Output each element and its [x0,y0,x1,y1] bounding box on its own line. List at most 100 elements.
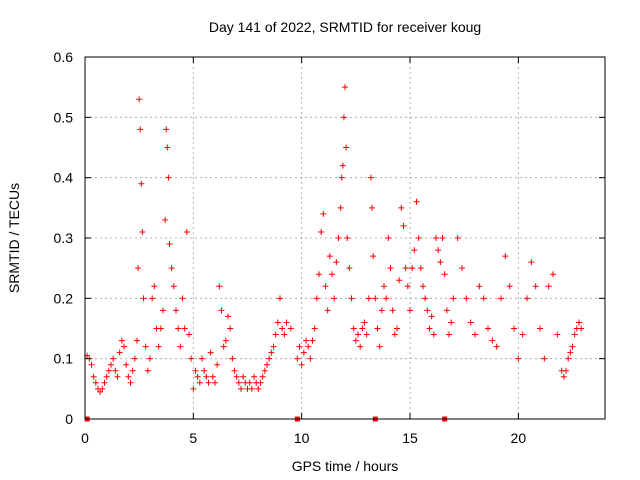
data-point [214,361,221,368]
data-point [229,355,236,362]
data-point [170,283,177,290]
data-point [342,84,348,91]
data-point [424,307,431,314]
data-point [448,319,455,326]
x-axis-label: GPS time / hours [292,458,399,474]
data-point [426,325,433,332]
data-point [192,367,199,374]
data-point [368,174,374,181]
data-point [335,235,342,241]
data-point [188,355,195,362]
data-point [125,373,132,380]
data-point [313,295,320,302]
data-point [173,307,179,314]
data-point [235,379,242,386]
data-point [305,343,312,350]
data-point [212,379,218,386]
x-tick-labels: 0 5 10 15 20 [81,430,526,446]
data-point [387,265,394,272]
data-point [99,385,106,392]
data-point [567,349,574,356]
data-point [183,228,190,235]
data-point [190,385,197,392]
data-point [147,355,153,362]
data-point [320,210,327,217]
data-point [550,271,556,278]
data-point [454,235,461,241]
data-point [417,265,424,272]
data-point [337,204,344,211]
data-point [222,337,229,344]
data-point [545,283,552,290]
data-point [303,337,309,344]
y-tick-label: 0.4 [54,170,74,186]
data-point [316,271,322,278]
data-point [480,295,487,302]
data-point [259,373,266,380]
data-point [578,325,585,332]
data-point [441,271,448,278]
data-point [163,126,170,133]
chart-title: Day 141 of 2022, SRMTID for receiver kou… [209,19,481,35]
data-point [97,388,104,395]
data-point [422,295,429,302]
data-point [515,355,522,362]
data-point [162,216,169,223]
data-point [203,373,210,380]
x-tick-label: 10 [294,430,310,446]
data-point [157,325,164,332]
data-point [385,235,392,241]
data-point [472,331,478,338]
data-point [261,367,268,374]
data-point [287,325,294,332]
data-point [344,235,351,241]
data-point [485,325,491,332]
data-point [502,253,509,260]
data-point [528,259,535,266]
data-point [489,337,496,344]
data-point [370,253,377,260]
data-point [246,379,253,386]
data-point [506,283,513,290]
data-point [407,307,413,314]
data-point [207,349,214,356]
data-point [121,343,127,350]
data-point [433,235,439,241]
data-point [114,373,121,380]
data-point [346,265,353,272]
data-point [103,373,110,380]
grid-lines [85,57,605,419]
data-point [248,385,255,392]
data-point [164,144,171,151]
data-point [294,355,301,362]
data-point [112,367,119,374]
data-point [565,355,572,362]
data-point [270,343,277,350]
data-point [333,259,340,266]
data-point [149,295,156,302]
data-point [394,325,400,332]
data-point [108,361,114,368]
data-point [296,343,303,350]
data-point [255,385,262,392]
data-point [264,361,270,368]
data-point [266,355,273,362]
data-point [179,295,186,302]
data-point [463,295,470,302]
data-point [446,331,452,338]
data-point [134,337,140,344]
data-point [175,325,182,332]
data-point [563,367,569,374]
data-point [168,265,175,272]
data-point [90,373,97,380]
data-point [576,319,582,326]
data-point [201,367,208,374]
data-point [376,343,383,350]
data-point [411,247,418,254]
y-tick-label: 0.1 [54,351,74,367]
data-point [420,283,426,290]
data-point [277,295,283,302]
y-tick-label: 0.6 [54,49,74,65]
data-point [560,373,567,380]
